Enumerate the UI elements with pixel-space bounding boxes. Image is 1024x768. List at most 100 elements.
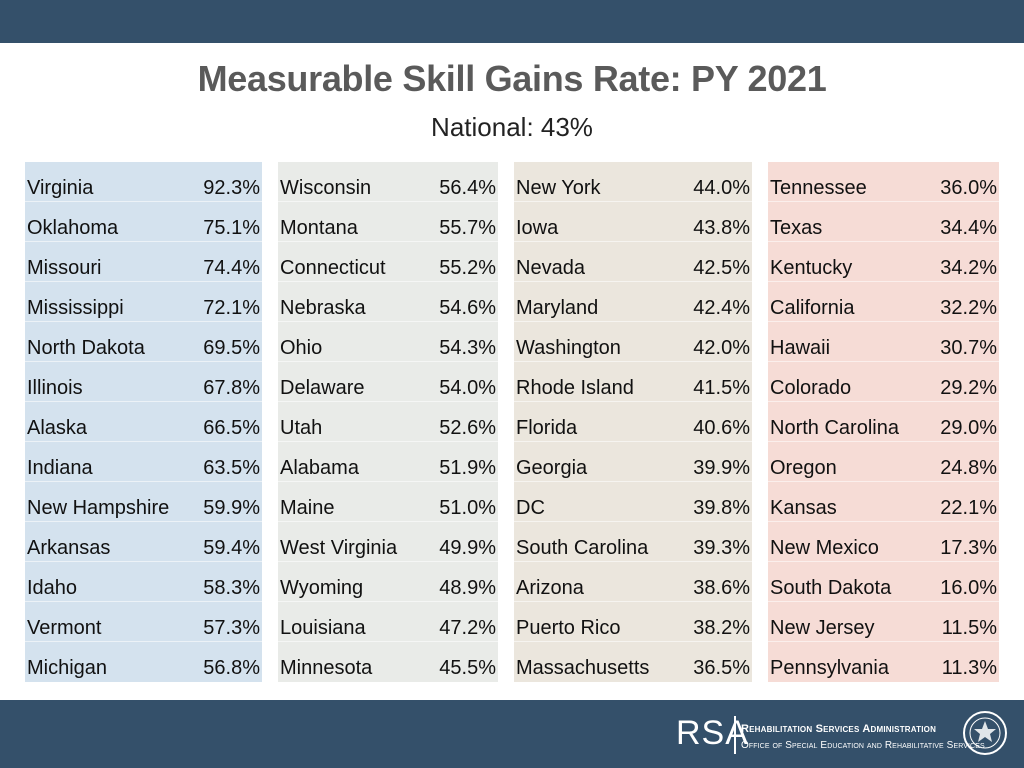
rate-value: 56.8% xyxy=(203,657,260,679)
state-name: Kansas xyxy=(770,497,837,519)
rate-value: 11.5% xyxy=(941,617,997,639)
rate-value: 66.5% xyxy=(203,417,260,439)
table-row: Alaska 66.5% xyxy=(25,402,262,442)
rate-column-3: New York 44.0% Iowa 43.8% Nevada 42.5% Marylan… xyxy=(514,162,752,682)
table-row: Wyoming 48.9% xyxy=(278,562,498,602)
rate-value: 22.1% xyxy=(940,497,997,519)
rate-value: 75.1% xyxy=(203,217,260,239)
state-name: Pennsylvania xyxy=(770,657,889,679)
state-name: Wisconsin xyxy=(280,177,372,199)
state-name: New York xyxy=(516,177,601,199)
state-name: Nebraska xyxy=(280,297,366,319)
table-row: Texas 34.4% xyxy=(768,202,999,242)
rate-value: 45.5% xyxy=(439,657,496,679)
rate-value: 42.5% xyxy=(693,257,750,279)
state-name: Connecticut xyxy=(280,257,386,279)
rate-value: 29.0% xyxy=(940,417,997,439)
rate-value: 54.6% xyxy=(439,297,496,319)
table-row: Idaho 58.3% xyxy=(25,562,262,602)
rate-value: 92.3% xyxy=(203,177,260,199)
table-row: Kansas 22.1% xyxy=(768,482,999,522)
rate-value: 41.5% xyxy=(693,377,750,399)
state-name: South Carolina xyxy=(516,537,649,559)
table-row: Tennessee 36.0% xyxy=(768,162,999,202)
state-name: Massachusetts xyxy=(516,657,650,679)
table-row: Michigan 56.8% xyxy=(25,642,262,682)
rate-value: 54.3% xyxy=(439,337,496,359)
rate-value: 51.9% xyxy=(439,457,496,479)
table-row: Illinois 67.8% xyxy=(25,362,262,402)
table-row: Vermont 57.3% xyxy=(25,602,262,642)
rate-value: 32.2% xyxy=(940,297,997,319)
rate-value: 52.6% xyxy=(439,417,496,439)
state-name: Louisiana xyxy=(280,617,366,639)
rate-value: 55.7% xyxy=(439,217,496,239)
rate-value: 38.6% xyxy=(693,577,750,599)
state-name: Delaware xyxy=(280,377,365,399)
state-name: Arkansas xyxy=(27,537,111,559)
state-name: Kentucky xyxy=(770,257,853,279)
rate-value: 38.2% xyxy=(693,617,750,639)
national-rate-subtitle: National: 43% xyxy=(431,112,593,142)
rate-value: 47.2% xyxy=(439,617,496,639)
rate-value: 59.9% xyxy=(203,497,260,519)
rate-value: 55.2% xyxy=(439,257,496,279)
rate-column-4: Tennessee 36.0% Texas 34.4% Kentucky 34.2% Cal… xyxy=(768,162,999,682)
state-name: North Carolina xyxy=(770,417,899,439)
state-name: Washington xyxy=(516,337,621,359)
rate-value: 51.0% xyxy=(439,497,496,519)
state-name: Indiana xyxy=(27,457,93,479)
rate-value: 24.8% xyxy=(940,457,997,479)
footer-bar xyxy=(0,700,1024,768)
state-name: Minnesota xyxy=(280,657,373,679)
table-row: Rhode Island 41.5% xyxy=(514,362,752,402)
table-row: Connecticut 55.2% xyxy=(278,242,498,282)
state-name: Puerto Rico xyxy=(516,617,621,639)
state-name: Rhode Island xyxy=(516,377,634,399)
state-name: Hawaii xyxy=(770,337,831,359)
table-row: West Virginia 49.9% xyxy=(278,522,498,562)
rate-value: 36.5% xyxy=(693,657,750,679)
rate-value: 29.2% xyxy=(940,377,997,399)
table-row: Florida 40.6% xyxy=(514,402,752,442)
state-name: Georgia xyxy=(516,457,588,479)
state-name: South Dakota xyxy=(770,577,892,599)
rate-value: 48.9% xyxy=(439,577,496,599)
state-name: Alabama xyxy=(280,457,359,479)
rate-value: 74.4% xyxy=(203,257,260,279)
rate-value: 39.9% xyxy=(693,457,750,479)
table-row: Georgia 39.9% xyxy=(514,442,752,482)
rate-value: 54.0% xyxy=(439,377,496,399)
rate-value: 36.0% xyxy=(940,177,997,199)
state-name: Arizona xyxy=(516,577,584,599)
state-name: Maryland xyxy=(516,297,599,319)
table-row: California 32.2% xyxy=(768,282,999,322)
rate-value: 56.4% xyxy=(439,177,496,199)
table-row: Montana 55.7% xyxy=(278,202,498,242)
table-row: Maine 51.0% xyxy=(278,482,498,522)
state-name: California xyxy=(770,297,855,319)
table-row: South Carolina 39.3% xyxy=(514,522,752,562)
rate-value: 39.3% xyxy=(693,537,750,559)
state-name: Michigan xyxy=(27,657,108,679)
table-row: DC 39.8% xyxy=(514,482,752,522)
state-name: Vermont xyxy=(27,617,102,639)
state-name: Wyoming xyxy=(280,577,364,599)
state-name: Missouri xyxy=(27,257,102,279)
state-name: New Mexico xyxy=(770,537,879,559)
page-title: Measurable Skill Gains Rate: PY 2021 xyxy=(197,58,827,99)
table-row: Hawaii 30.7% xyxy=(768,322,999,362)
rate-value: 69.5% xyxy=(203,337,260,359)
table-row: Wisconsin 56.4% xyxy=(278,162,498,202)
table-row: South Dakota 16.0% xyxy=(768,562,999,602)
state-name: Ohio xyxy=(280,337,323,359)
office-name: Office of Special Education and Rehabili… xyxy=(741,740,985,751)
state-name: Texas xyxy=(770,217,823,239)
table-row: Virginia 92.3% xyxy=(25,162,262,202)
state-name: Idaho xyxy=(27,577,78,599)
rate-value: 42.0% xyxy=(693,337,750,359)
table-row: North Dakota 69.5% xyxy=(25,322,262,362)
table-row: Oklahoma 75.1% xyxy=(25,202,262,242)
rate-value: 58.3% xyxy=(203,577,260,599)
table-row: Puerto Rico 38.2% xyxy=(514,602,752,642)
